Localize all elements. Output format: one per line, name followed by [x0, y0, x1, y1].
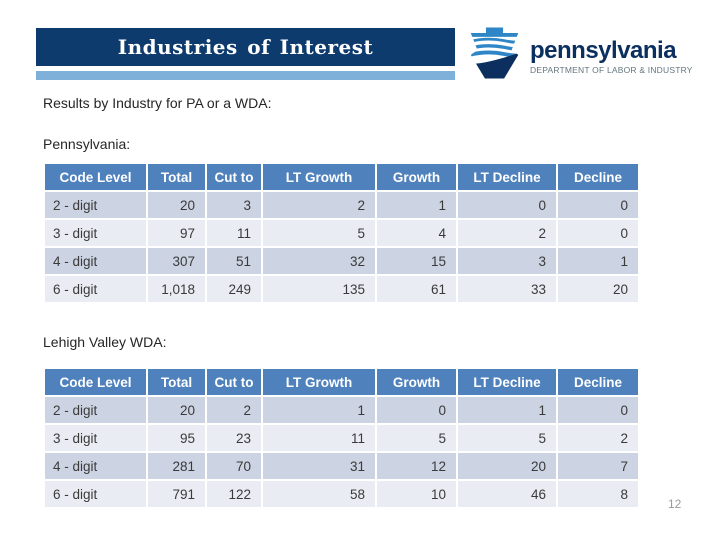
table-row: 2 - digit 20 3 2 1 0 0 [45, 192, 638, 218]
table-cell: 2 [263, 192, 375, 218]
table-row: 4 - digit 307 51 32 15 3 1 [45, 248, 638, 274]
table-cell: 7 [558, 453, 638, 479]
table-cell: 1 [558, 248, 638, 274]
table-cell: 249 [207, 276, 261, 302]
table-cell: 70 [207, 453, 261, 479]
table-row: 6 - digit 1,018 249 135 61 33 20 [45, 276, 638, 302]
table-cell: 23 [207, 425, 261, 451]
table-cell: 61 [377, 276, 456, 302]
table-cell: 1 [458, 397, 556, 423]
table-cell: 20 [148, 397, 205, 423]
intro-text: Results by Industry for PA or a WDA: [43, 95, 272, 111]
header-row: Code Level Total Cut to LT Growth Growth… [45, 164, 638, 190]
column-header: Decline [558, 164, 638, 190]
table-cell: 0 [558, 192, 638, 218]
table-cell: 5 [458, 425, 556, 451]
row-header-cell: 4 - digit [45, 248, 146, 274]
title-banner: Industries of Interest [36, 28, 455, 66]
table-cell: 46 [458, 481, 556, 507]
table-cell: 135 [263, 276, 375, 302]
table-cell: 20 [148, 192, 205, 218]
table-cell: 95 [148, 425, 205, 451]
pa-results-table: Code Level Total Cut to LT Growth Growth… [43, 162, 640, 304]
table-cell: 2 [458, 220, 556, 246]
pennsylvania-table-label: Pennsylvania: [43, 136, 131, 152]
row-header-cell: 2 - digit [45, 192, 146, 218]
column-header: LT Decline [458, 369, 556, 395]
table-cell: 11 [263, 425, 375, 451]
keystone-icon [470, 27, 519, 79]
column-header: Total [148, 164, 205, 190]
table-cell: 1 [263, 397, 375, 423]
table-cell: 8 [558, 481, 638, 507]
table-cell: 0 [558, 397, 638, 423]
column-header: Total [148, 369, 205, 395]
table-row: 2 - digit 20 2 1 0 1 0 [45, 397, 638, 423]
table-row: 3 - digit 97 11 5 4 2 0 [45, 220, 638, 246]
table-cell: 1,018 [148, 276, 205, 302]
slide-title: Industries of Interest [117, 35, 374, 59]
column-header: Growth [377, 369, 456, 395]
table-cell: 3 [458, 248, 556, 274]
pennsylvania-logo: pennsylvania DEPARTMENT OF LABOR & INDUS… [466, 27, 693, 79]
table-cell: 2 [207, 397, 261, 423]
row-header-cell: 3 - digit [45, 220, 146, 246]
logo-brand: pennsylvania [530, 37, 677, 64]
logo-department: DEPARTMENT OF LABOR & INDUSTRY [530, 65, 693, 75]
column-header: LT Decline [458, 164, 556, 190]
table-cell: 0 [458, 192, 556, 218]
table-cell: 15 [377, 248, 456, 274]
table-cell: 281 [148, 453, 205, 479]
table-cell: 10 [377, 481, 456, 507]
table-cell: 12 [377, 453, 456, 479]
column-header: Cut to [207, 164, 261, 190]
logo-text: pennsylvania DEPARTMENT OF LABOR & INDUS… [530, 31, 693, 76]
table-cell: 5 [377, 425, 456, 451]
table-cell: 20 [558, 276, 638, 302]
row-header-cell: 3 - digit [45, 425, 146, 451]
row-header-cell: 4 - digit [45, 453, 146, 479]
table-row: 3 - digit 95 23 11 5 5 2 [45, 425, 638, 451]
table-cell: 5 [263, 220, 375, 246]
column-header: Cut to [207, 369, 261, 395]
table-cell: 11 [207, 220, 261, 246]
lehigh-valley-table-label: Lehigh Valley WDA: [43, 334, 167, 350]
header-row: Code Level Total Cut to LT Growth Growth… [45, 369, 638, 395]
table-cell: 0 [558, 220, 638, 246]
table-cell: 122 [207, 481, 261, 507]
row-header-cell: 2 - digit [45, 397, 146, 423]
accent-band [36, 71, 455, 80]
column-header: LT Growth [263, 164, 375, 190]
table-cell: 1 [377, 192, 456, 218]
page-number: 12 [668, 497, 682, 511]
table-cell: 4 [377, 220, 456, 246]
table-cell: 0 [377, 397, 456, 423]
table-cell: 2 [558, 425, 638, 451]
table-row: 4 - digit 281 70 31 12 20 7 [45, 453, 638, 479]
column-header: Code Level [45, 164, 146, 190]
row-header-cell: 6 - digit [45, 481, 146, 507]
lehigh-valley-table: Code Level Total Cut to LT Growth Growth… [43, 367, 640, 509]
table-cell: 32 [263, 248, 375, 274]
table-cell: 307 [148, 248, 205, 274]
table-cell: 58 [263, 481, 375, 507]
column-header: Decline [558, 369, 638, 395]
row-header-cell: 6 - digit [45, 276, 146, 302]
table-row: 6 - digit 791 122 58 10 46 8 [45, 481, 638, 507]
table-cell: 33 [458, 276, 556, 302]
table-cell: 51 [207, 248, 261, 274]
column-header: LT Growth [263, 369, 375, 395]
table-cell: 31 [263, 453, 375, 479]
table-cell: 20 [458, 453, 556, 479]
table-cell: 97 [148, 220, 205, 246]
column-header: Code Level [45, 369, 146, 395]
table-cell: 791 [148, 481, 205, 507]
table-cell: 3 [207, 192, 261, 218]
column-header: Growth [377, 164, 456, 190]
